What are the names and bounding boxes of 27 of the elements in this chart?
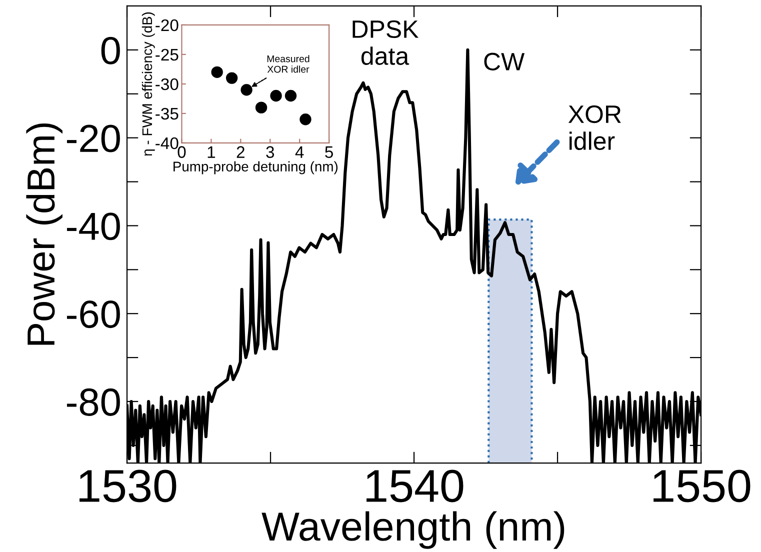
annotation: CW [484, 52, 525, 71]
y-axis-title: η - FWM efficiency (dB) [142, 12, 155, 156]
y-tick-label: -35 [156, 108, 178, 120]
x-axis-title: Wavelength (nm) [262, 511, 564, 549]
annotation: Measured XOR idler [267, 55, 310, 73]
annotation: XOR idler [568, 105, 621, 150]
x-tick-label: 5 [325, 146, 333, 158]
y-tick-label: -25 [156, 48, 178, 61]
y-tick-label: 0 [101, 36, 120, 64]
x-tick-label: 0 [178, 146, 186, 158]
y-tick-label: -80 [66, 388, 120, 416]
y-tick-label: -20 [156, 19, 178, 32]
x-tick-label: 2 [236, 146, 244, 158]
y-tick-label: -60 [66, 300, 120, 328]
x-tick-label: 1 [208, 146, 216, 158]
y-tick-label: -40 [66, 212, 120, 240]
x-axis-title: Pump-probe detuning (nm) [174, 161, 338, 174]
y-tick-label: -40 [156, 137, 178, 150]
annotation: DPSK data [352, 20, 419, 65]
y-tick-label: -30 [156, 78, 178, 90]
x-tick-label: 1540 [366, 470, 464, 502]
x-tick-label: 1530 [80, 470, 176, 502]
x-tick-label: 3 [266, 146, 274, 158]
y-axis-title: Power (dBm) [26, 123, 62, 345]
y-tick-label: -20 [66, 124, 120, 152]
x-tick-label: 1550 [654, 470, 750, 502]
x-tick-label: 4 [295, 146, 304, 158]
